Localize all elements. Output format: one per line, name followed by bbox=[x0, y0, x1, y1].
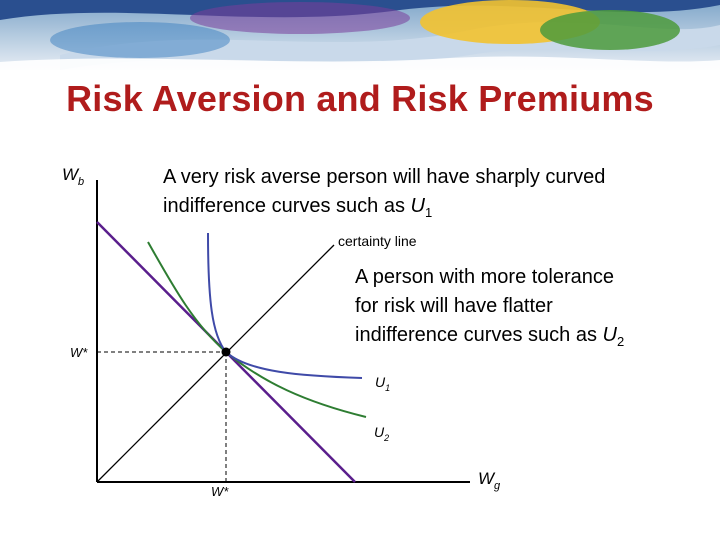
tolerant-note-line2: for risk will have flatter bbox=[355, 295, 553, 317]
averse-note-line2: indifference curves such as U1 bbox=[163, 195, 432, 220]
u2-indifference-curve bbox=[147, 241, 367, 418]
banner-graphic bbox=[0, 0, 720, 70]
tangency-point bbox=[221, 347, 231, 357]
u2-curve-label: U2 bbox=[374, 424, 389, 443]
averse-note-line1: A very risk averse person will have shar… bbox=[163, 166, 605, 188]
certainty-line bbox=[96, 244, 335, 483]
y-axis-label: Wb bbox=[62, 165, 84, 188]
x-axis-label: Wg bbox=[478, 469, 501, 492]
slide-title: Risk Aversion and Risk Premiums bbox=[66, 78, 654, 119]
wstar-x-label: W* bbox=[211, 484, 229, 499]
u1-curve-label: U1 bbox=[375, 374, 390, 393]
tolerant-note-line3: indifference curves such as U2 bbox=[355, 324, 624, 349]
u1-indifference-curve bbox=[207, 232, 363, 379]
certainty-line-label: certainty line bbox=[338, 233, 417, 249]
wstar-y-label: W* bbox=[70, 345, 88, 360]
tolerant-note-line1: A person with more tolerance bbox=[355, 266, 614, 288]
header-banner bbox=[0, 0, 720, 70]
